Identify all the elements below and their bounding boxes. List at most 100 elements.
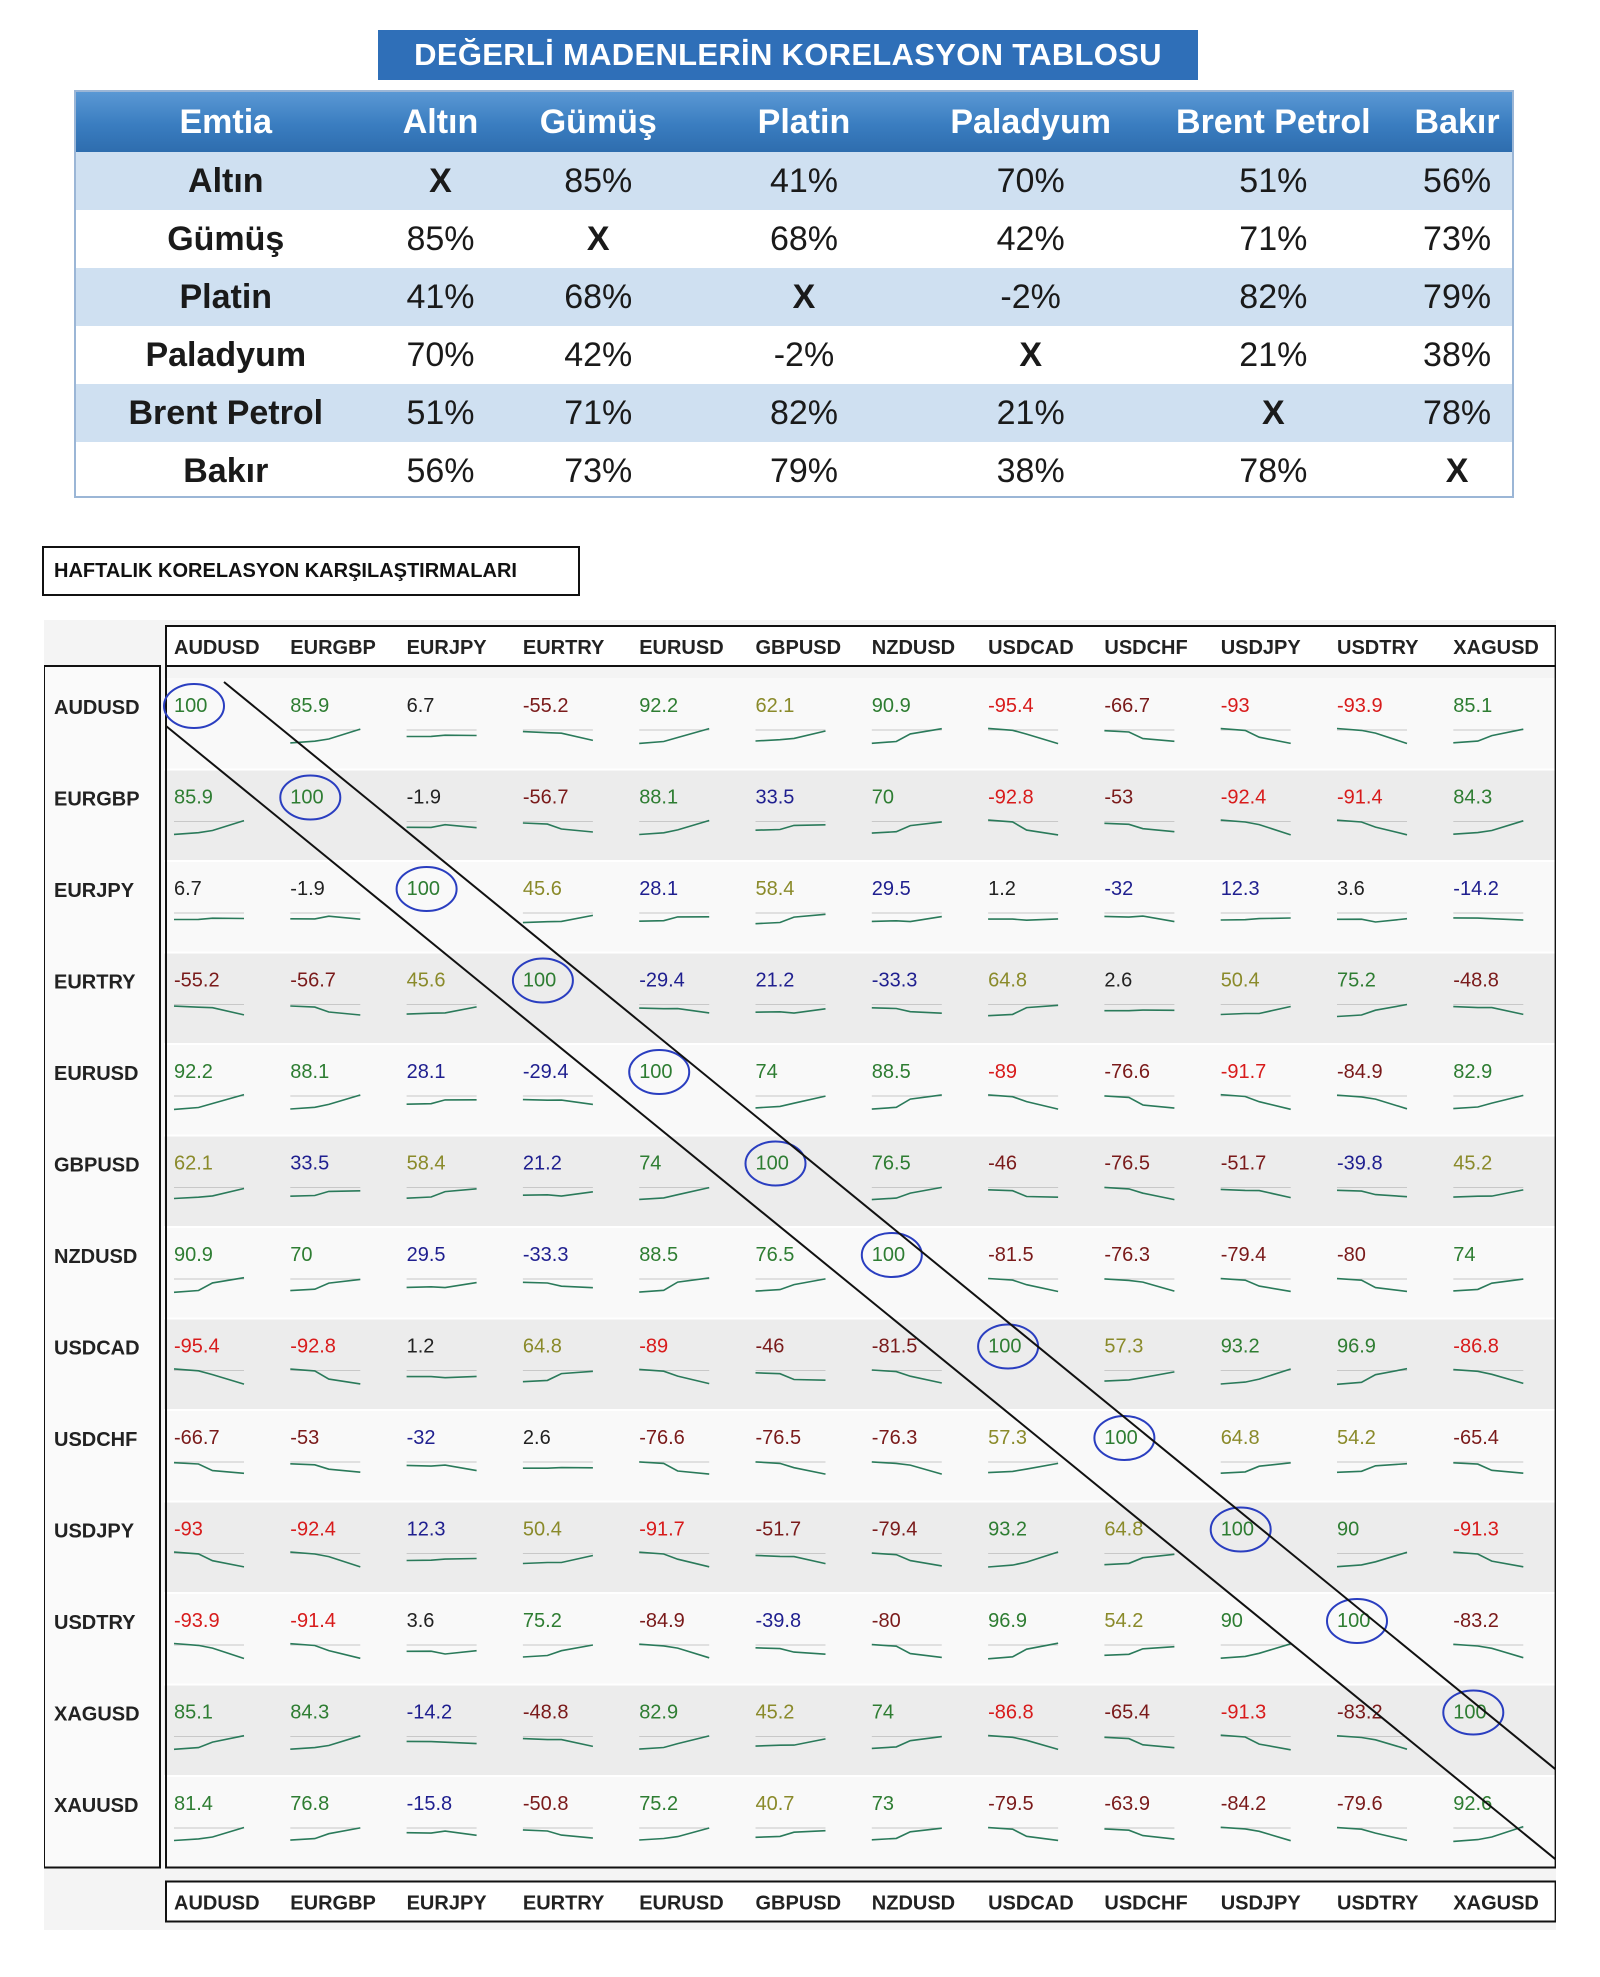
sparkline (1336, 1367, 1408, 1386)
weekly-correlation-matrix: AUDUSD AUDUSD EURGBP EURGBP EURJPY EURJPY EURT… (44, 620, 1556, 1930)
correlation-value: -89 (639, 1336, 668, 1358)
sparkline (522, 1644, 594, 1658)
sparkline (290, 1463, 361, 1473)
correlation-value: -14.2 (1453, 878, 1499, 900)
correlation-value: 45.6 (523, 878, 562, 900)
sparkline (755, 1461, 826, 1475)
sparkline (639, 1368, 710, 1385)
sparkline (871, 1643, 942, 1659)
matrix-row-band (164, 1318, 1556, 1410)
correlation-value: 100 (639, 1061, 672, 1083)
sparkline (1104, 822, 1175, 833)
metals-value-cell: X (792, 277, 816, 316)
diagonal-highlight-circle (860, 1232, 923, 1278)
metals-value-cell: 85% (406, 219, 475, 258)
sparkline (988, 1004, 1059, 1017)
sparkline (1453, 1005, 1524, 1016)
correlation-value: 85.9 (290, 695, 329, 717)
row-header-label: EURJPY (54, 880, 135, 902)
correlation-value: 85.9 (174, 787, 213, 809)
metals-value-cell: X (429, 161, 452, 200)
metals-value-cell: 38% (1423, 335, 1492, 374)
sparkline (406, 1557, 477, 1562)
weekly-correlation-heading: HAFTALIK KORELASYON KARŞILAŞTIRMALARI (42, 546, 580, 596)
sparkline (988, 1642, 1059, 1660)
correlation-value: 64.8 (1104, 1519, 1143, 1541)
sparkline (988, 918, 1059, 922)
sparkline (290, 915, 361, 920)
metals-header-cell: Brent Petrol (1176, 102, 1371, 141)
metals-header-cell: Emtia (179, 102, 273, 141)
sparkline (406, 1006, 477, 1015)
correlation-value: -51.7 (1221, 1153, 1267, 1175)
sparkline (639, 819, 710, 836)
sparkline (871, 1461, 943, 1475)
correlation-value: 92.2 (639, 695, 678, 717)
sparkline (1336, 1094, 1408, 1110)
sparkline (406, 1188, 477, 1199)
sparkline (1336, 1189, 1408, 1198)
correlation-value: -56.7 (523, 787, 569, 809)
correlation-value: -66.7 (174, 1427, 220, 1449)
sparkline (1453, 1462, 1524, 1474)
correlation-value: 100 (988, 1336, 1021, 1358)
correlation-value: 21.2 (523, 1153, 562, 1175)
correlation-value: 40.7 (756, 1793, 795, 1815)
sparkline (1104, 729, 1175, 743)
metals-value-cell: X (1445, 451, 1469, 490)
row-header-label: EURGBP (54, 789, 140, 811)
row-header-label: EURUSD (54, 1063, 138, 1085)
matrix-row-band (164, 678, 1556, 770)
column-header-label: USDJPY (1221, 637, 1302, 659)
sparkline (639, 1007, 710, 1014)
correlation-value: 84.3 (1453, 787, 1492, 809)
correlation-value: 82.9 (1453, 1061, 1492, 1083)
sparkline (173, 1093, 245, 1111)
correlation-value: 1.2 (988, 878, 1016, 900)
sparkline (290, 1551, 361, 1568)
correlation-value: 96.9 (1337, 1336, 1376, 1358)
correlation-value: 90 (1221, 1610, 1243, 1632)
correlation-value: -84.2 (1221, 1793, 1267, 1815)
sparkline (290, 1278, 361, 1292)
sparkline (988, 1734, 1059, 1751)
sparkline (1220, 1093, 1291, 1111)
sparkline (173, 1276, 245, 1294)
sparkline (871, 1827, 942, 1841)
column-header-box-bottom (165, 1880, 1556, 1923)
correlation-value: -92.8 (290, 1336, 336, 1358)
metals-value-cell: 41% (406, 277, 475, 316)
correlation-value: 3.6 (1337, 878, 1365, 900)
sparkline (522, 1829, 593, 1839)
sparkline (871, 1186, 942, 1201)
sparkline (1336, 1003, 1408, 1018)
metals-header-cell: Paladyum (950, 102, 1111, 141)
sparkline (1453, 1368, 1524, 1385)
column-header-label: EURUSD (639, 637, 723, 659)
sparkline (755, 1554, 826, 1565)
sparkline (871, 1369, 942, 1384)
sparkline (1104, 1553, 1175, 1566)
sparkline (1220, 1643, 1291, 1659)
column-header-label-bottom: AUDUSD (174, 1893, 260, 1915)
sparkline (639, 727, 710, 745)
sparkline (1336, 1735, 1408, 1750)
correlation-value: 45.6 (407, 970, 446, 992)
correlation-value: -93 (1221, 695, 1250, 717)
sparkline (871, 915, 942, 923)
correlation-value: 75.2 (523, 1610, 562, 1632)
sparkline (1453, 1094, 1524, 1110)
metals-value-cell: 85% (564, 161, 633, 200)
correlation-value: 100 (1453, 1702, 1486, 1724)
sparkline (639, 1643, 710, 1659)
sparkline (1220, 1005, 1291, 1016)
correlation-value: -93 (174, 1519, 203, 1541)
metals-row-label: Bakır (183, 451, 269, 490)
sparkline (639, 1827, 710, 1841)
sparkline (173, 1461, 245, 1475)
metals-row-label: Paladyum (145, 335, 307, 374)
metals-value-cell: 82% (1239, 277, 1308, 316)
correlation-value: 100 (523, 970, 556, 992)
row-header-label: GBPUSD (54, 1155, 140, 1177)
row-header-label: USDCAD (54, 1338, 140, 1360)
